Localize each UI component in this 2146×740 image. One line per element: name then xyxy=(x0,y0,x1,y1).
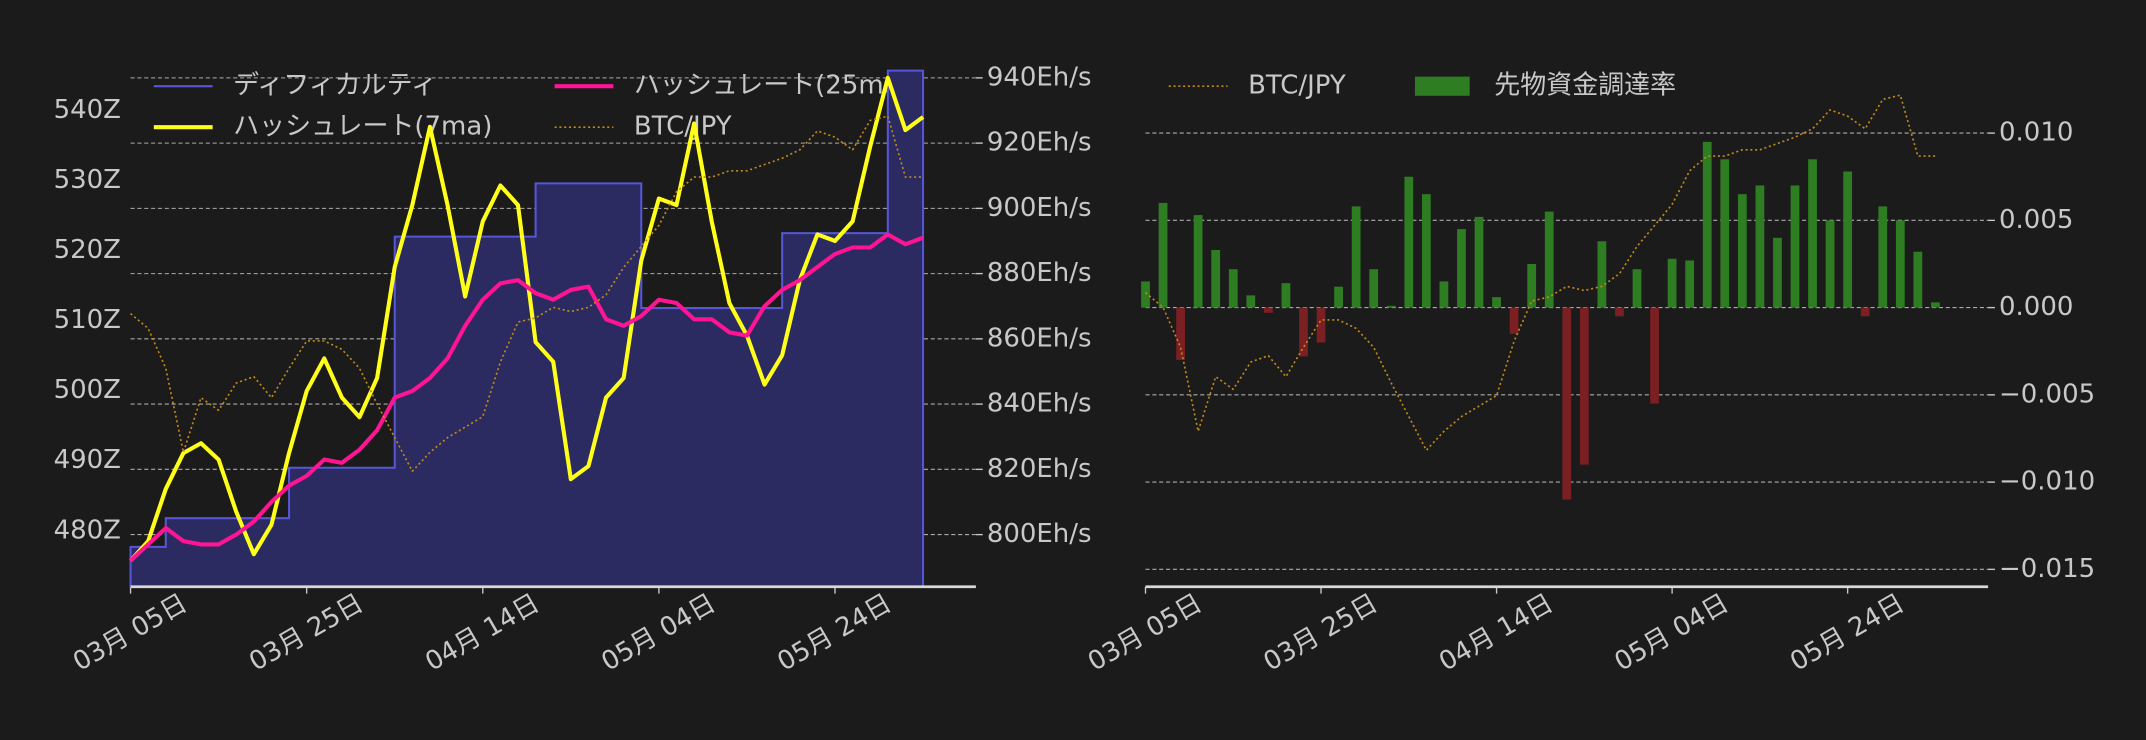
bar xyxy=(1211,250,1221,308)
bar xyxy=(1597,241,1607,308)
y-tick-label: 540Z xyxy=(54,95,121,125)
bar xyxy=(1263,307,1273,313)
legend-label: ハッシュレート(25ma) xyxy=(634,71,910,101)
legend-swatch xyxy=(1414,76,1470,96)
series-line xyxy=(129,75,925,563)
bar xyxy=(1562,307,1572,500)
bar xyxy=(1685,260,1695,308)
bar xyxy=(1527,263,1537,308)
bar xyxy=(1737,194,1747,308)
bar xyxy=(1544,211,1554,308)
bar xyxy=(1878,206,1888,308)
bar xyxy=(1667,258,1677,308)
bar xyxy=(1825,220,1835,308)
bar xyxy=(1702,141,1712,308)
y-tick-label: 940Eh/s xyxy=(987,62,1092,92)
bar xyxy=(1386,305,1396,308)
bar xyxy=(1474,216,1484,308)
bar xyxy=(1808,159,1817,308)
bar xyxy=(1404,176,1414,308)
bar xyxy=(1439,281,1449,308)
bar xyxy=(1158,202,1168,308)
bar xyxy=(1720,159,1730,308)
legend-label: ディフィカルティ xyxy=(233,71,437,101)
y-tick-label: −0.015 xyxy=(1999,554,2095,584)
bar xyxy=(1579,307,1589,465)
bar xyxy=(1615,307,1624,317)
bar xyxy=(1931,302,1940,308)
bar xyxy=(1281,283,1291,308)
bar xyxy=(1369,269,1379,308)
bar xyxy=(1492,297,1501,308)
y-tick-label: −0.005 xyxy=(1999,379,2095,409)
bar xyxy=(1316,307,1326,343)
bar xyxy=(1193,215,1203,308)
y-tick-label: 0.010 xyxy=(1999,118,2073,148)
bar xyxy=(1773,237,1782,308)
bar xyxy=(1299,307,1308,357)
bar xyxy=(1334,286,1343,308)
legend-label: 先物資金調達率 xyxy=(1494,71,1676,101)
y-tick-label: 520Z xyxy=(54,235,121,265)
y-tick-label: 880Eh/s xyxy=(987,258,1092,288)
bar xyxy=(1509,307,1519,334)
bar xyxy=(1650,307,1659,404)
bar xyxy=(1895,220,1905,308)
y-tick-label: 840Eh/s xyxy=(987,389,1092,419)
bar xyxy=(1755,185,1765,308)
y-tick-label: 510Z xyxy=(54,305,121,335)
bar xyxy=(1176,307,1185,360)
bar xyxy=(1351,206,1361,308)
y-tick-label: 800Eh/s xyxy=(987,519,1092,549)
y-tick-label: 860Eh/s xyxy=(987,323,1092,353)
legend-label: ハッシュレート(7ma) xyxy=(233,112,492,142)
bar xyxy=(1913,251,1923,308)
y-tick-label: 900Eh/s xyxy=(987,193,1092,223)
y-tick-label: 480Z xyxy=(54,515,121,545)
y-tick-label: 0.005 xyxy=(1999,205,2073,235)
y-tick-label: 500Z xyxy=(54,375,121,405)
bar xyxy=(1421,194,1431,308)
legend-label: BTC/JPY xyxy=(634,112,732,142)
bar xyxy=(1228,269,1238,308)
series-line xyxy=(129,232,924,563)
bar xyxy=(1632,269,1642,308)
y-tick-label: 0.000 xyxy=(1999,292,2073,322)
y-tick-label: 530Z xyxy=(54,165,121,195)
series-line xyxy=(130,115,924,473)
bar xyxy=(1843,171,1853,308)
bar xyxy=(1860,307,1870,317)
bar xyxy=(1246,295,1256,308)
y-tick-label: −0.010 xyxy=(1999,467,2095,497)
y-tick-label: 920Eh/s xyxy=(987,128,1092,158)
legend-label: BTC/JPY xyxy=(1248,71,1346,101)
bar xyxy=(1457,229,1466,308)
y-tick-label: 490Z xyxy=(54,445,121,475)
bar xyxy=(1141,281,1150,308)
bar xyxy=(1790,185,1800,308)
y-tick-label: 820Eh/s xyxy=(987,454,1092,484)
